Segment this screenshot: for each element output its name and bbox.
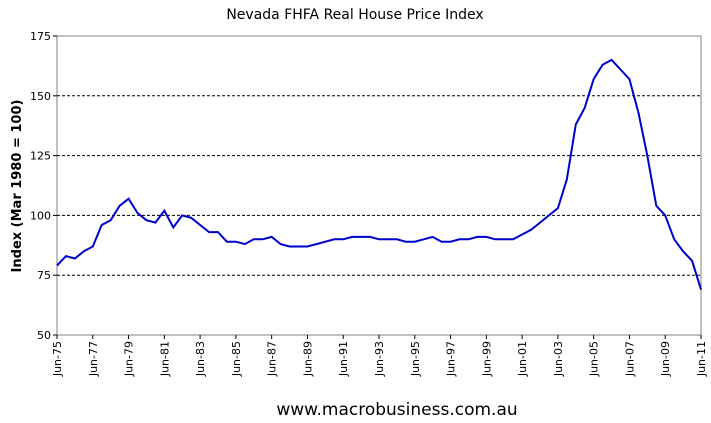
y-tick-label: 75 [37, 269, 51, 282]
y-tick-label: 50 [37, 329, 51, 342]
chart-title: Nevada FHFA Real House Price Index [226, 7, 483, 23]
x-tick-label: Jun-11 [695, 341, 708, 377]
x-tick-label: Jun-85 [230, 341, 243, 377]
y-axis-title: Index (Mar 1980 = 100) [10, 100, 25, 273]
x-tick-label: Jun-87 [266, 341, 279, 377]
y-tick-label: 175 [30, 30, 51, 43]
x-tick-label: Jun-09 [659, 341, 672, 377]
x-tick-label: Jun-91 [337, 341, 350, 377]
x-tick-label: Jun-99 [480, 341, 493, 377]
y-tick-label: 100 [30, 209, 51, 222]
x-tick-label: Jun-93 [373, 341, 386, 377]
x-tick-label: Jun-79 [123, 341, 136, 377]
x-tick-label: Jun-97 [445, 341, 458, 377]
y-tick-label: 125 [30, 150, 51, 163]
y-tick-label: 150 [30, 90, 51, 103]
x-tick-label: Jun-75 [51, 341, 64, 377]
footer: www.macrobusiness.com.au [276, 400, 517, 420]
x-tick-label: Jun-95 [409, 341, 422, 377]
x-tick-label: Jun-83 [194, 341, 207, 377]
x-tick-label: Jun-03 [552, 341, 565, 377]
x-tick-label: Jun-07 [623, 341, 636, 377]
plot-area [56, 35, 702, 336]
x-tick-label: Jun-81 [158, 341, 171, 377]
x-tick-label: Jun-05 [588, 341, 601, 377]
x-tick-label: Jun-77 [87, 341, 100, 377]
x-tick-label: Jun-89 [301, 341, 314, 377]
x-tick-label: Jun-01 [516, 341, 529, 377]
data-line [56, 58, 702, 290]
